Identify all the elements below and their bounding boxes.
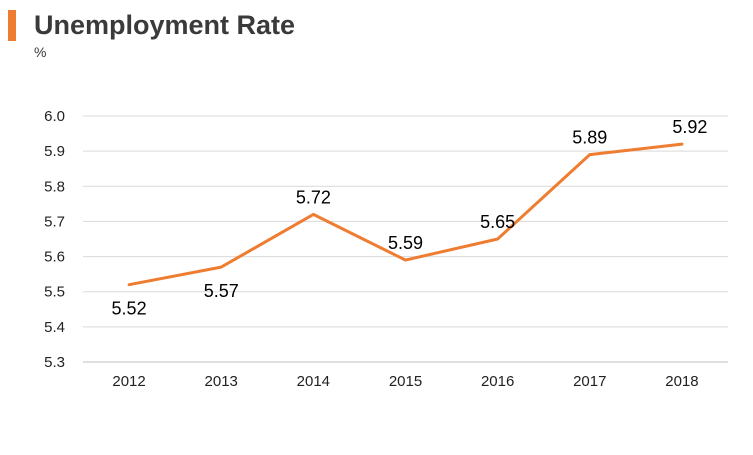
y-axis-unit: %	[34, 44, 47, 60]
y-tick-label-5.9: 5.9	[44, 143, 65, 160]
y-tick-label-5.6: 5.6	[44, 249, 65, 266]
data-label-2015: 5.59	[388, 233, 423, 253]
x-tick-label-2014: 2014	[297, 373, 330, 390]
data-label-2012: 5.52	[112, 299, 147, 319]
data-label-2017: 5.89	[572, 128, 607, 148]
chart-title: Unemployment Rate	[34, 10, 296, 40]
x-axis-ticks: 2012 2013 2014 2015 2016 2017 2018	[112, 373, 698, 390]
data-label-2016: 5.65	[480, 212, 515, 232]
x-tick-label-2018: 2018	[665, 373, 698, 390]
y-tick-label-5.3: 5.3	[44, 354, 65, 371]
data-label-2014: 5.72	[296, 187, 331, 207]
x-tick-label-2017: 2017	[573, 373, 606, 390]
data-label-2018: 5.92	[672, 117, 707, 137]
grid-lines	[83, 115, 728, 363]
y-axis-ticks: 5.3 5.4 5.5 5.6 5.7 5.8 5.9 6.0	[44, 108, 65, 371]
data-labels: 5.52 5.57 5.72 5.59 5.65 5.89 5.92	[112, 117, 708, 319]
y-tick-label-5.4: 5.4	[44, 319, 65, 336]
y-tick-label-5.5: 5.5	[44, 284, 65, 301]
title-accent-bar	[8, 10, 16, 41]
x-tick-label-2012: 2012	[112, 373, 145, 390]
y-tick-label-5.8: 5.8	[44, 178, 65, 195]
data-label-2013: 5.57	[204, 281, 239, 301]
x-tick-label-2016: 2016	[481, 373, 514, 390]
series-line	[127, 142, 684, 287]
y-tick-label-6.0: 6.0	[44, 108, 65, 125]
x-tick-label-2015: 2015	[389, 373, 422, 390]
x-tick-label-2013: 2013	[205, 373, 238, 390]
y-tick-label-5.7: 5.7	[44, 213, 65, 230]
